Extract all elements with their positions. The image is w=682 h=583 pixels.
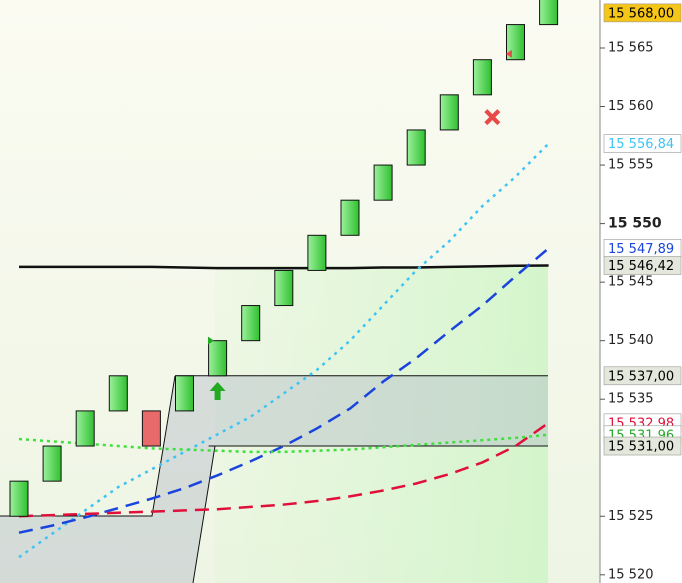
- brick: [340, 199, 360, 236]
- brick: [439, 94, 459, 131]
- y-tick-label: 15 565: [608, 40, 654, 55]
- y-tick-label: 15 545: [608, 275, 654, 290]
- brick: [406, 129, 426, 166]
- price-label-box: [603, 366, 682, 386]
- price-axis: [600, 0, 682, 583]
- brick: [141, 410, 161, 447]
- y-tick-label: 15 520: [608, 567, 654, 582]
- indicator-line: [18, 142, 550, 559]
- indicator-line: [18, 421, 550, 518]
- price-label: 15 556,84: [608, 137, 674, 152]
- brick: [539, 0, 559, 26]
- y-tick-label: 15 560: [608, 99, 654, 114]
- price-label: 15 531,00: [608, 440, 674, 455]
- price-label: 15 547,89: [608, 242, 674, 257]
- brick: [274, 269, 294, 307]
- price-label: 15 546,42: [608, 259, 674, 274]
- indicator-line: [18, 433, 549, 454]
- brick: [75, 410, 95, 447]
- signal-marker: [484, 109, 501, 126]
- price-label-box: [603, 134, 682, 153]
- indicator-line: [19, 264, 549, 270]
- brick: [472, 59, 492, 96]
- price-label-box: [603, 256, 682, 275]
- brick: [175, 375, 194, 412]
- y-tick-label: 15 525: [608, 509, 654, 524]
- y-tick-label: 15 555: [608, 158, 654, 173]
- brick: [307, 234, 327, 271]
- channel-edge: [192, 445, 216, 583]
- brick: [42, 445, 62, 482]
- signal-marker: [207, 336, 214, 345]
- price-label: 15 537,00: [608, 369, 674, 384]
- y-tick-label: 15 540: [608, 333, 654, 348]
- brick: [241, 305, 261, 342]
- green-zone: [215, 266, 548, 583]
- gray-zone: [0, 376, 548, 583]
- brick: [9, 480, 29, 517]
- brick: [208, 340, 228, 377]
- signal-marker: [209, 382, 226, 401]
- signal-marker: [505, 49, 512, 58]
- price-label-box: [603, 3, 682, 23]
- price-label: 15 568,00: [608, 6, 674, 21]
- brick: [108, 375, 128, 412]
- indicator-line: [18, 247, 550, 534]
- y-tick-label: 15 535: [608, 392, 654, 407]
- price-label-box: [603, 436, 682, 456]
- brick: [373, 164, 393, 201]
- y-tick-label: 15 550: [608, 216, 662, 232]
